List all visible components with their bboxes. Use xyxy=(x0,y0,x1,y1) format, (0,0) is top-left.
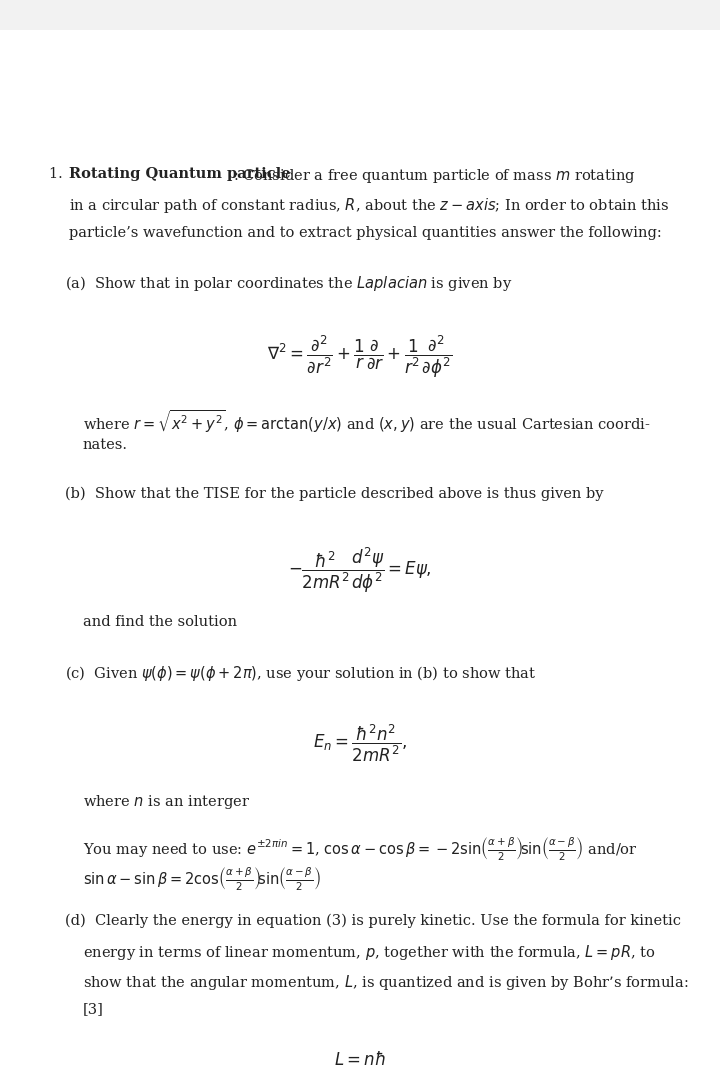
Text: Rotating Quantum particle: Rotating Quantum particle xyxy=(69,167,291,181)
Text: and find the solution: and find the solution xyxy=(83,615,237,630)
Text: particle’s wavefunction and to extract physical quantities answer the following:: particle’s wavefunction and to extract p… xyxy=(69,226,662,240)
Text: You may need to use: $e^{\pm 2\pi in} = 1$, $\cos\alpha - \cos\beta = -2\sin\!\l: You may need to use: $e^{\pm 2\pi in} = … xyxy=(83,836,637,863)
Text: $E_n = \dfrac{\hbar^2 n^2}{2mR^2},$: $E_n = \dfrac{\hbar^2 n^2}{2mR^2},$ xyxy=(313,723,407,764)
Text: nates.: nates. xyxy=(83,439,128,453)
Text: (a)  Show that in polar coordinates the $\mathit{Laplacian}$ is given by: (a) Show that in polar coordinates the $… xyxy=(65,274,512,293)
Bar xyxy=(0,0,720,30)
Text: 1.: 1. xyxy=(49,167,70,181)
Text: (c)  Given $\psi(\phi) = \psi(\phi + 2\pi)$, use your solution in (b) to show th: (c) Given $\psi(\phi) = \psi(\phi + 2\pi… xyxy=(65,664,536,683)
Text: where $n$ is an interger: where $n$ is an interger xyxy=(83,793,250,811)
Text: : Consider a free quantum particle of mass $m$ rotating: : Consider a free quantum particle of ma… xyxy=(233,167,636,185)
Text: $\nabla^2 = \dfrac{\partial^2}{\partial r^2} + \dfrac{1}{r}\dfrac{\partial}{\par: $\nabla^2 = \dfrac{\partial^2}{\partial … xyxy=(267,333,453,379)
Text: show that the angular momentum, $L$, is quantized and is given by Bohr’s formula: show that the angular momentum, $L$, is … xyxy=(83,973,688,992)
Text: (d)  Clearly the energy in equation (3) is purely kinetic. Use the formula for k: (d) Clearly the energy in equation (3) i… xyxy=(65,914,681,928)
Text: energy in terms of linear momentum, $p$, together with the formula, $L = pR$, to: energy in terms of linear momentum, $p$,… xyxy=(83,944,655,962)
Text: [3]: [3] xyxy=(83,1003,104,1017)
Text: (b)  Show that the TISE for the particle described above is thus given by: (b) Show that the TISE for the particle … xyxy=(65,487,603,501)
Text: in a circular path of constant radius, $R$, about the $z - axis$; In order to ob: in a circular path of constant radius, $… xyxy=(69,196,670,215)
Text: $L = n\hbar$: $L = n\hbar$ xyxy=(334,1051,386,1069)
Text: $\sin\alpha - \sin\beta = 2\cos\!\left(\frac{\alpha+\beta}{2}\right)\!\sin\!\lef: $\sin\alpha - \sin\beta = 2\cos\!\left(\… xyxy=(83,865,321,893)
Text: $-\dfrac{\hbar^2}{2mR^2}\dfrac{d^2\psi}{d\phi^2} = E\psi,$: $-\dfrac{\hbar^2}{2mR^2}\dfrac{d^2\psi}{… xyxy=(288,546,432,594)
Text: where $r = \sqrt{x^2 + y^2}$, $\phi = \mathrm{arctan}(y/x)$ and $(x, y)$ are the: where $r = \sqrt{x^2 + y^2}$, $\phi = \m… xyxy=(83,408,650,435)
